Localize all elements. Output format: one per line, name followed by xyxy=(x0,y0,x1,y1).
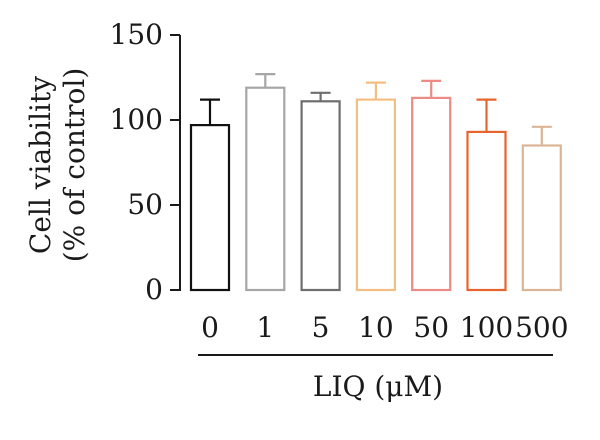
bar-10 xyxy=(355,98,396,292)
bar-1 xyxy=(245,86,286,292)
bar-50 xyxy=(411,96,452,292)
y-tick-label-150: 150 xyxy=(110,18,163,51)
error-bars xyxy=(200,72,552,146)
y-axis-label-line2: (% of control) xyxy=(58,68,91,263)
y-tick-label-0: 0 xyxy=(145,273,163,306)
y-tick-labels: 0 50 100 150 xyxy=(110,18,163,306)
y-tick-label-100: 100 xyxy=(110,103,163,136)
x-tick-label-10: 10 xyxy=(358,311,394,344)
x-tick-label-1: 1 xyxy=(256,311,274,344)
bar-5 xyxy=(300,100,341,292)
x-tick-label-0: 0 xyxy=(201,311,219,344)
bar-0 xyxy=(189,123,231,292)
bars xyxy=(189,86,562,292)
x-tick-labels: 0 1 5 10 50 100 500 xyxy=(201,311,568,344)
x-tick-label-5: 5 xyxy=(312,311,330,344)
x-tick-label-50: 50 xyxy=(413,311,449,344)
x-tick-label-500: 500 xyxy=(515,311,568,344)
y-tick-label-50: 50 xyxy=(127,188,163,221)
x-tick-label-100: 100 xyxy=(460,311,513,344)
y-axis-label-line1: Cell viability xyxy=(24,76,57,254)
y-axis xyxy=(170,34,181,291)
x-axis-label: LIQ (μM) xyxy=(313,370,443,403)
bar-100 xyxy=(466,130,507,292)
bar-500 xyxy=(521,144,562,292)
